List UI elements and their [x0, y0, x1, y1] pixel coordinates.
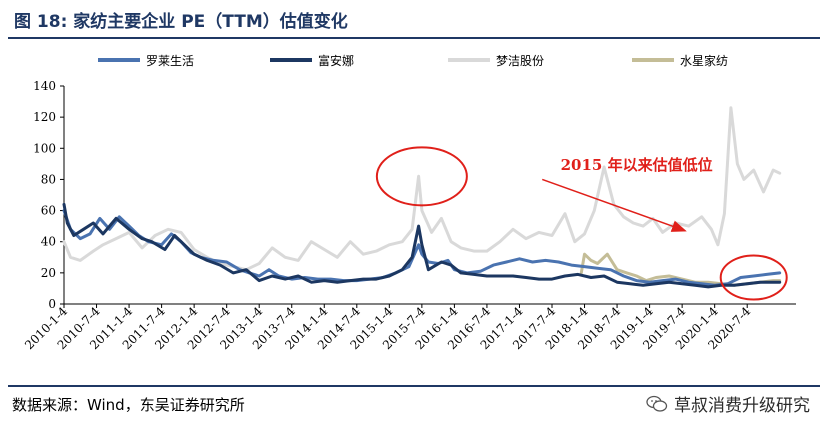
chart-legend: 罗莱生活 富安娜 梦洁股份 水星家纺: [0, 50, 828, 72]
annotation-circle-2020-low: [719, 254, 788, 301]
legend-swatch-luolai: [98, 58, 140, 62]
legend-swatch-fuanna: [270, 58, 312, 62]
y-tick-label: 120: [33, 110, 56, 124]
source-rule: [8, 385, 820, 387]
series-line-mengjie: [62, 106, 782, 272]
legend-item-fuanna: 富安娜: [270, 50, 354, 70]
annotation-text: 2015 年以来估值低位: [561, 156, 713, 174]
series-line-luolai: [62, 209, 782, 287]
figure-title: 图 18: 家纺主要企业 PE（TTM）估值变化: [14, 11, 348, 32]
legend-swatch-mengjie: [448, 58, 490, 62]
series-line-fuanna: [62, 202, 782, 289]
y-tick-label: 40: [41, 235, 56, 249]
title-rule: [8, 37, 820, 39]
watermark-text: 草叔消费升级研究: [674, 396, 810, 416]
y-tick-label: 60: [41, 204, 56, 218]
y-tick-label: 80: [41, 172, 56, 186]
watermark: 草叔消费升级研究: [646, 391, 810, 416]
legend-item-mengjie: 梦洁股份: [448, 50, 544, 70]
figure-title-bar: 图 18: 家纺主要企业 PE（TTM）估值变化: [0, 0, 828, 38]
y-tick-label: 100: [33, 141, 56, 155]
annotation-circle-2015-peak: [375, 146, 468, 207]
y-tick-label: 20: [41, 266, 56, 280]
y-tick-label: 0: [48, 297, 56, 311]
annotation-arrow: [541, 178, 687, 232]
legend-label-mengjie: 梦洁股份: [496, 53, 545, 68]
legend-label-fuanna: 富安娜: [318, 53, 355, 68]
legend-item-luolai: 罗莱生活: [98, 50, 194, 70]
wechat-icon: [646, 395, 668, 412]
legend-label-luolai: 罗莱生活: [146, 53, 195, 68]
source-note: 数据来源：Wind，东吴证券研究所: [12, 396, 245, 414]
y-tick-label: 140: [33, 79, 56, 93]
legend-label-shuixing: 水星家纺: [680, 53, 729, 68]
legend-swatch-shuixing: [632, 58, 674, 62]
legend-item-shuixing: 水星家纺: [632, 50, 728, 70]
